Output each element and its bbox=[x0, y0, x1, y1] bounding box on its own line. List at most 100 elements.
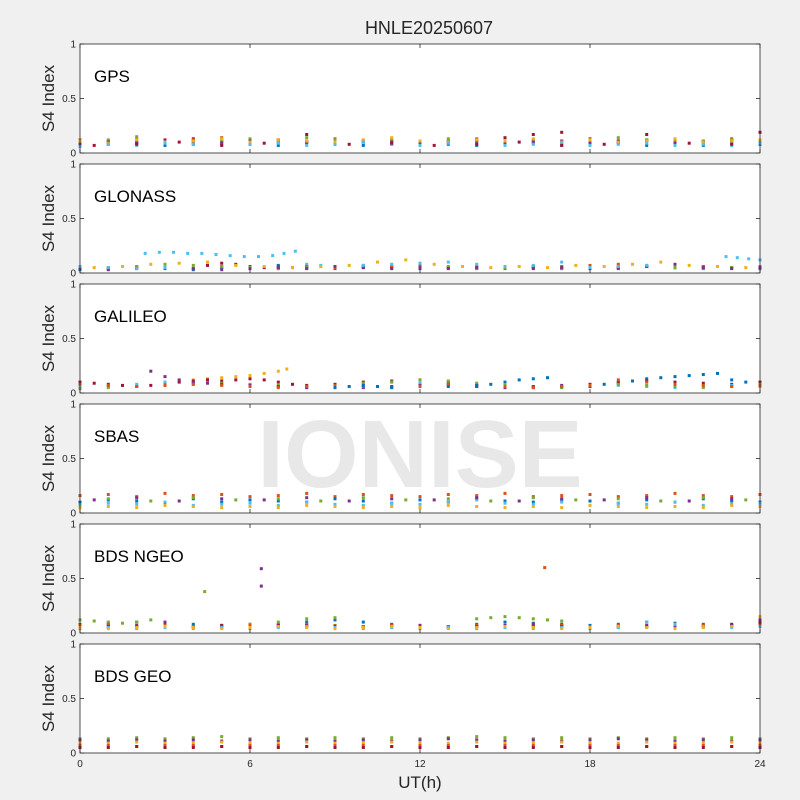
data-point bbox=[163, 491, 167, 495]
data-point bbox=[163, 746, 167, 749]
data-point bbox=[588, 503, 592, 507]
data-point bbox=[588, 383, 592, 387]
data-point bbox=[361, 503, 365, 507]
data-point bbox=[588, 143, 592, 147]
data-point bbox=[503, 143, 507, 147]
data-point bbox=[645, 143, 649, 147]
data-point bbox=[242, 255, 246, 259]
data-point bbox=[744, 498, 748, 502]
data-point bbox=[163, 500, 167, 504]
data-point bbox=[701, 496, 705, 500]
data-point bbox=[106, 268, 110, 272]
data-point bbox=[503, 139, 507, 143]
data-point bbox=[361, 381, 365, 385]
data-point bbox=[214, 253, 218, 256]
data-point bbox=[503, 265, 507, 268]
data-point bbox=[390, 267, 394, 271]
data-point bbox=[418, 385, 422, 388]
data-point bbox=[645, 623, 649, 627]
data-point bbox=[390, 138, 394, 142]
data-point bbox=[645, 740, 649, 744]
data-point bbox=[135, 142, 139, 146]
data-point bbox=[333, 138, 337, 142]
y-axis-label: S4 Index bbox=[39, 544, 58, 612]
data-point bbox=[645, 738, 649, 742]
data-point bbox=[531, 617, 535, 621]
data-point bbox=[333, 618, 337, 622]
data-point bbox=[248, 498, 252, 502]
data-point bbox=[220, 376, 224, 380]
data-point bbox=[673, 622, 677, 626]
data-point bbox=[560, 736, 564, 740]
data-point bbox=[106, 497, 110, 501]
data-point bbox=[560, 130, 564, 134]
data-point bbox=[177, 140, 181, 144]
data-point bbox=[574, 498, 578, 502]
data-point bbox=[560, 260, 564, 264]
data-point bbox=[276, 503, 280, 507]
data-point bbox=[701, 386, 705, 390]
data-point bbox=[588, 141, 592, 145]
data-point bbox=[149, 369, 153, 373]
panel-label: BDS GEO bbox=[94, 667, 171, 686]
data-point bbox=[475, 505, 479, 508]
series-8 bbox=[259, 567, 263, 571]
data-point bbox=[220, 493, 224, 496]
data-point bbox=[404, 498, 408, 502]
data-point bbox=[659, 499, 663, 503]
data-point bbox=[248, 741, 252, 745]
data-point bbox=[177, 380, 181, 384]
data-point bbox=[560, 619, 564, 623]
data-point bbox=[361, 143, 365, 147]
data-point bbox=[333, 386, 337, 390]
data-point bbox=[135, 138, 139, 142]
data-point bbox=[191, 743, 195, 747]
data-point bbox=[248, 505, 252, 508]
data-point bbox=[560, 385, 564, 388]
data-point bbox=[687, 263, 691, 267]
data-point bbox=[163, 262, 167, 266]
data-point bbox=[262, 141, 266, 145]
data-point bbox=[432, 262, 436, 266]
data-point bbox=[92, 498, 96, 502]
y-tick-label: 0 bbox=[70, 269, 76, 280]
data-point bbox=[503, 620, 507, 624]
data-point bbox=[333, 739, 337, 743]
data-point bbox=[418, 498, 422, 502]
data-point bbox=[248, 738, 252, 742]
data-point bbox=[687, 141, 691, 145]
data-point bbox=[673, 736, 677, 740]
data-point bbox=[418, 626, 422, 629]
data-point bbox=[673, 746, 677, 749]
data-point bbox=[220, 506, 224, 510]
data-point bbox=[602, 498, 606, 502]
data-point bbox=[305, 262, 309, 266]
data-point bbox=[645, 377, 649, 381]
data-point bbox=[276, 620, 280, 624]
data-point bbox=[446, 385, 450, 388]
data-point bbox=[730, 736, 734, 740]
data-point bbox=[418, 623, 422, 627]
data-point bbox=[259, 567, 263, 571]
data-point bbox=[305, 491, 309, 495]
data-point bbox=[234, 375, 238, 379]
data-point bbox=[135, 738, 139, 742]
data-point bbox=[206, 263, 209, 267]
data-point bbox=[390, 505, 394, 508]
y-axis-label: S4 Index bbox=[39, 64, 58, 132]
data-point bbox=[106, 741, 110, 745]
data-point bbox=[446, 260, 450, 264]
data-point bbox=[701, 381, 705, 385]
data-point bbox=[390, 141, 394, 145]
data-point bbox=[673, 380, 677, 384]
data-point bbox=[616, 265, 620, 268]
panel-label: BDS NGEO bbox=[94, 547, 184, 566]
data-point bbox=[262, 371, 266, 375]
data-point bbox=[390, 494, 394, 498]
y-tick-label: 1 bbox=[70, 520, 76, 531]
data-point bbox=[191, 382, 195, 386]
data-point bbox=[701, 140, 705, 144]
data-point bbox=[645, 620, 649, 624]
data-point bbox=[135, 623, 139, 627]
data-point bbox=[347, 142, 351, 146]
